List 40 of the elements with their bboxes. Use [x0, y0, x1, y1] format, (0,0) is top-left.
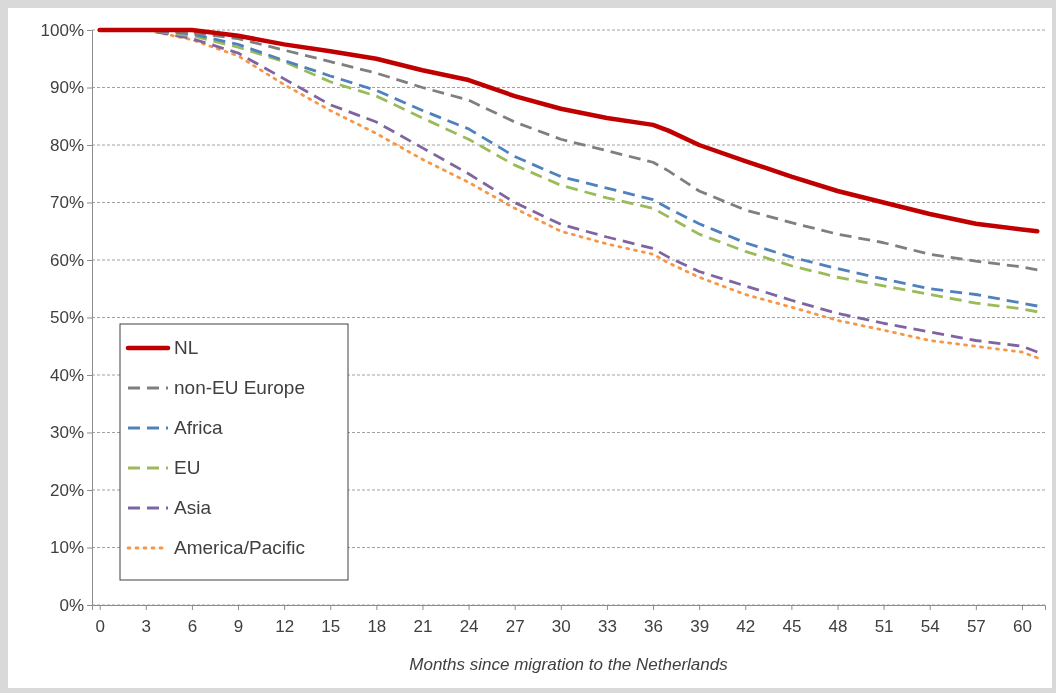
x-tick-label: 36 [644, 616, 663, 636]
y-tick-label: 0% [59, 595, 84, 615]
x-tick-label: 51 [874, 616, 894, 636]
legend-label: EU [174, 457, 201, 478]
y-tick-label: 50% [49, 308, 84, 328]
x-tick-label: 24 [459, 616, 479, 636]
x-tick-label: 39 [690, 616, 710, 636]
x-tick-label: 0 [95, 616, 105, 636]
x-tick-label: 21 [413, 616, 433, 636]
y-tick-label: 20% [49, 480, 84, 500]
x-tick-label: 6 [187, 616, 198, 636]
y-tick-label: 60% [49, 250, 84, 270]
legend-label: non-EU Europe [174, 377, 305, 398]
x-tick-label: 27 [505, 616, 525, 636]
y-tick-label: 30% [49, 423, 84, 443]
x-tick-label: 9 [233, 616, 244, 636]
y-tick-label: 100% [40, 20, 84, 40]
x-tick-label: 12 [275, 616, 295, 636]
x-tick-label: 18 [367, 616, 387, 636]
x-tick-label: 30 [551, 616, 571, 636]
x-tick-label: 33 [597, 616, 617, 636]
x-tick-label: 60 [1012, 616, 1032, 636]
y-tick-label: 40% [49, 365, 84, 385]
y-tick-label: 10% [49, 538, 84, 558]
x-tick-label: 45 [782, 616, 802, 636]
y-tick-label: 80% [49, 135, 84, 155]
y-tick-label: 90% [49, 78, 84, 98]
y-tick-label: 70% [49, 193, 84, 213]
x-tick-label: 48 [828, 616, 848, 636]
legend-label: NL [174, 337, 199, 358]
x-axis-title: Months since migration to the Netherlands [409, 655, 729, 674]
x-tick-label: 54 [920, 616, 940, 636]
legend-label: Asia [174, 497, 212, 518]
legend-label: America/Pacific [174, 537, 305, 558]
line-series [97, 27, 1040, 234]
x-tick-label: 3 [141, 616, 152, 636]
legend-label: Africa [174, 417, 223, 438]
x-tick-label: 15 [321, 616, 341, 636]
x-tick-label: 42 [736, 616, 756, 636]
x-tick-label: 57 [966, 616, 986, 636]
